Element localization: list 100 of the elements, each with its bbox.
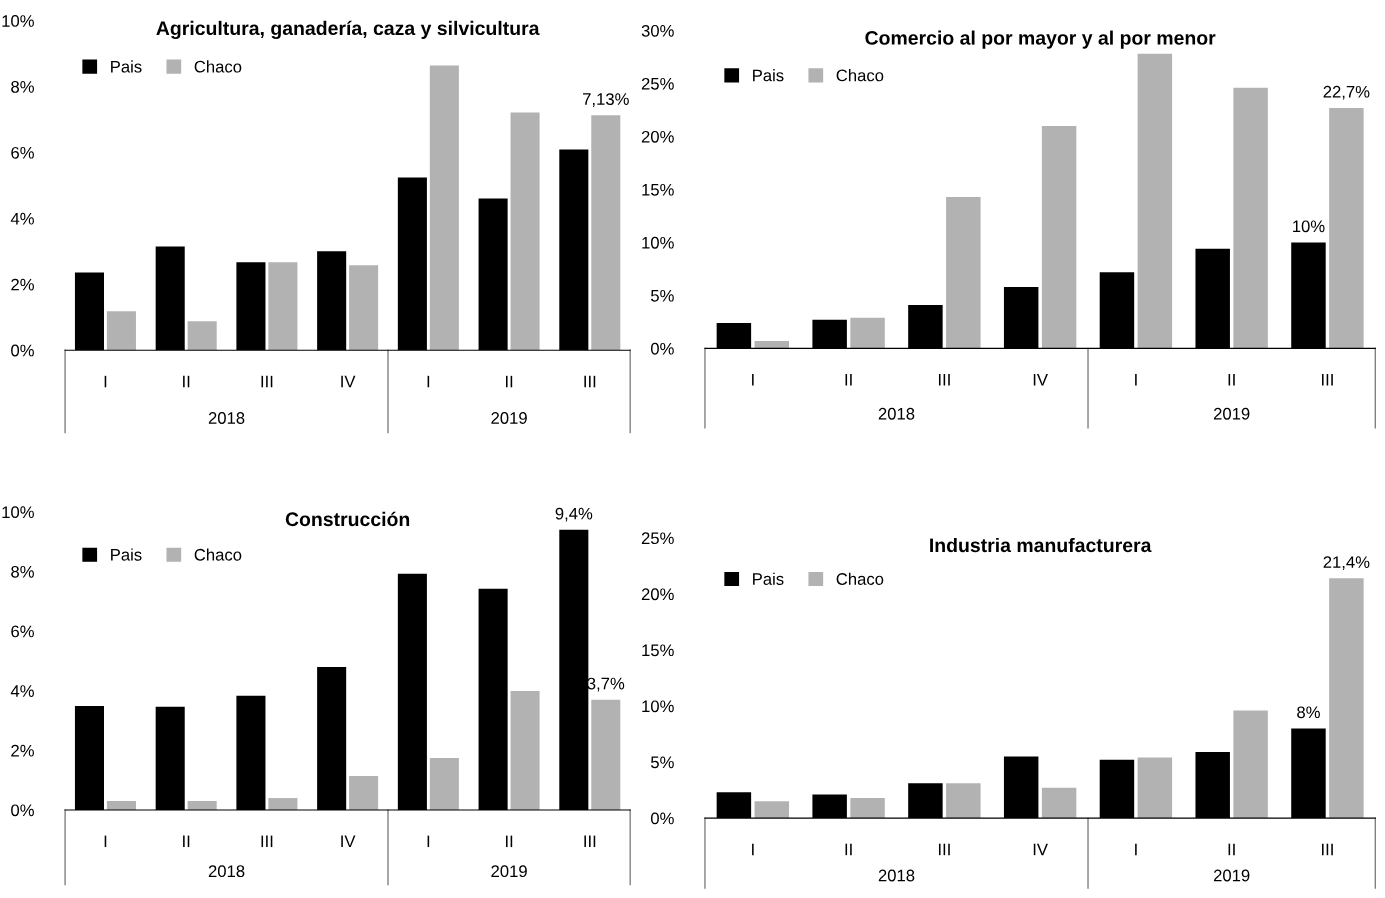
bar xyxy=(1329,107,1364,349)
chart-title: Comercio al por mayor y al por menor xyxy=(865,30,1216,49)
legend-label: Chaco xyxy=(836,572,884,585)
y-tick-label: 6% xyxy=(11,625,34,638)
x-tick-label: IV xyxy=(1033,843,1048,856)
legend-label: Chaco xyxy=(836,69,884,82)
bar xyxy=(429,65,459,351)
y-tick-label: 30% xyxy=(641,24,674,37)
x-tick-label: II xyxy=(506,375,513,388)
x-tick-label: II xyxy=(183,375,190,388)
x-tick-label: I xyxy=(427,835,430,848)
y-tick-label: 5% xyxy=(650,289,674,302)
x-tick-label: I xyxy=(752,843,754,856)
data-label: 8% xyxy=(1297,706,1320,719)
y-tick-label: 0% xyxy=(650,342,674,355)
bar xyxy=(946,196,981,349)
y-tick-label: 4% xyxy=(10,212,34,225)
legend-label: Chaco xyxy=(194,60,242,73)
x-tick-label: III xyxy=(1322,374,1333,386)
legend-label: Pais xyxy=(753,572,784,585)
bar xyxy=(349,265,379,351)
bar xyxy=(1233,87,1268,349)
bar xyxy=(591,115,621,351)
x-tick-label: IV xyxy=(341,835,356,848)
bar xyxy=(187,321,217,351)
bar xyxy=(106,311,136,351)
bar xyxy=(1041,125,1077,349)
text: 2019 xyxy=(491,865,527,878)
x-tick-label: II xyxy=(1228,374,1235,386)
y-tick-label: 25% xyxy=(641,77,674,90)
bar xyxy=(1137,757,1173,819)
legend-label: Chaco xyxy=(194,548,242,561)
x-tick-label: IV xyxy=(1033,374,1048,386)
x-tick-label: III xyxy=(261,375,273,388)
legend-label: Pais xyxy=(111,60,142,73)
data-label: 10% xyxy=(1293,220,1325,233)
y-tick-label: 0% xyxy=(11,804,34,817)
y-tick-label: 20% xyxy=(641,130,674,143)
y-tick-label: 10% xyxy=(2,506,34,519)
y-tick-label: 15% xyxy=(642,644,674,657)
data-label: 21,4% xyxy=(1323,556,1370,570)
text: 2019 xyxy=(1213,869,1250,882)
x-tick-label: II xyxy=(845,374,852,386)
bar xyxy=(429,758,459,810)
bar xyxy=(268,798,298,810)
text: 2019 xyxy=(1213,407,1250,420)
x-tick-label: II xyxy=(845,843,852,856)
x-tick-label: II xyxy=(506,835,513,848)
y-tick-label: 8% xyxy=(11,80,34,93)
y-tick-label: 2% xyxy=(11,744,34,757)
bar xyxy=(1137,53,1173,349)
bar xyxy=(1233,710,1268,819)
x-tick-label: IV xyxy=(341,375,356,388)
x-tick-label: I xyxy=(104,835,107,848)
bar xyxy=(268,262,298,351)
y-tick-label: 2% xyxy=(11,278,34,291)
y-tick-label: 10% xyxy=(642,236,674,249)
text: 2018 xyxy=(208,412,245,424)
y-tick-label: 15% xyxy=(642,183,674,196)
x-tick-label: III xyxy=(938,843,950,856)
bar xyxy=(946,783,981,819)
bar xyxy=(754,801,790,819)
x-tick-label: II xyxy=(1228,843,1235,856)
y-tick-label: 20% xyxy=(641,588,674,601)
x-tick-label: I xyxy=(752,374,754,386)
y-tick-label: 10% xyxy=(642,700,674,713)
chart-title: Industria manufacturera xyxy=(930,537,1152,553)
x-tick-label: I xyxy=(1135,843,1137,856)
y-tick-label: 0% xyxy=(11,344,34,357)
y-tick-label: 25% xyxy=(641,532,674,545)
x-tick-label: I xyxy=(104,375,107,388)
data-label: 9,4% xyxy=(555,507,593,522)
bar xyxy=(510,691,540,810)
text: 2018 xyxy=(878,407,915,420)
bar xyxy=(850,797,885,819)
bar xyxy=(591,699,621,810)
x-tick-label: I xyxy=(427,375,430,388)
text: 2018 xyxy=(208,865,245,878)
x-tick-label: II xyxy=(183,835,190,848)
text: 2018 xyxy=(878,869,915,882)
y-tick-label: 4% xyxy=(10,685,34,697)
bar xyxy=(510,112,540,351)
y-tick-label: 0% xyxy=(650,812,674,825)
data-label: 22,7% xyxy=(1323,85,1370,100)
bar xyxy=(1329,578,1364,819)
chart-title: Construcción xyxy=(285,511,410,527)
data-label: 7,13% xyxy=(583,93,629,107)
y-tick-label: 10% xyxy=(2,15,34,27)
legend-label: Pais xyxy=(111,548,142,561)
text: 2019 xyxy=(491,412,527,424)
bar xyxy=(1041,787,1077,819)
x-tick-label: III xyxy=(938,374,950,386)
x-tick-label: III xyxy=(261,835,273,848)
x-tick-label: III xyxy=(1322,843,1333,856)
chart-title: Agricultura, ganadería, caza y silvicultura xyxy=(156,20,540,40)
bar xyxy=(349,776,379,810)
bar xyxy=(850,317,885,349)
data-label: 3,7% xyxy=(587,677,625,692)
y-tick-label: 5% xyxy=(650,756,674,769)
y-tick-label: 8% xyxy=(11,565,34,578)
